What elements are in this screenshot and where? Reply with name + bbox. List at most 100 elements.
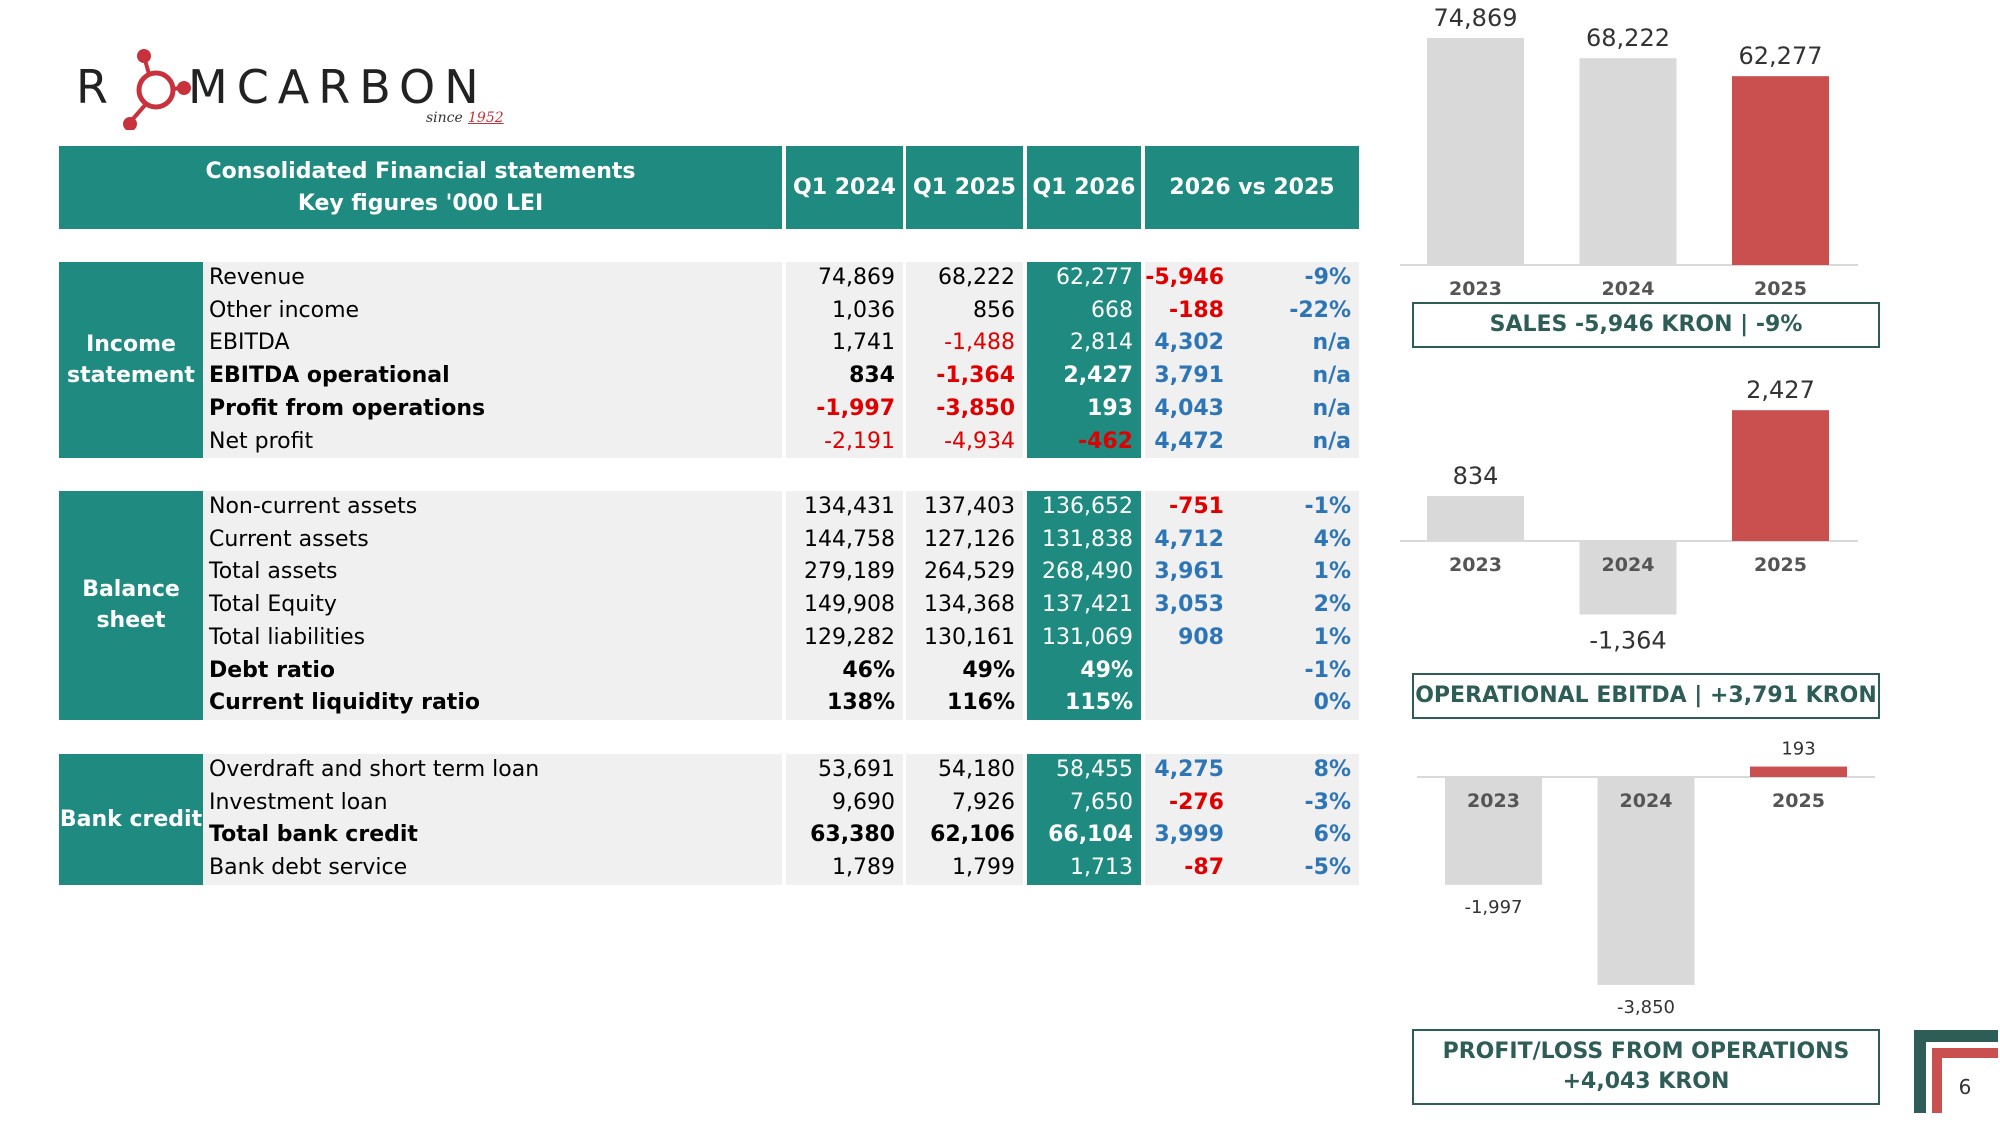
row-label: Overdraft and short term loan: [209, 757, 540, 782]
bar: [1732, 410, 1829, 541]
bar: [1732, 76, 1829, 266]
value-label: -1,364: [1589, 627, 1666, 655]
value-cell: 4,275: [1154, 757, 1224, 782]
row-label: Current assets: [209, 526, 369, 552]
row-label: Net profit: [209, 428, 314, 454]
value-cell: 4,043: [1154, 395, 1224, 421]
value-cell: -4,934: [944, 428, 1015, 454]
value-cell: 149,908: [804, 592, 895, 618]
logo-right: MCARBON: [188, 60, 488, 114]
value-cell: -1,364: [936, 363, 1015, 389]
caption-line: SALES -5,946 KRON | -9%: [1489, 312, 1803, 337]
value-cell: -751: [1168, 494, 1224, 519]
row-label: Non-current assets: [209, 494, 418, 519]
page-number: 6: [1959, 1075, 1972, 1099]
column-background: [203, 754, 782, 885]
value-cell: 268,490: [1042, 559, 1133, 585]
value-cell: 138%: [827, 690, 895, 716]
value-cell: 49%: [962, 657, 1015, 683]
row-label: EBITDA: [209, 330, 290, 356]
value-cell: 4,712: [1154, 526, 1224, 552]
row-label: Bank debt service: [209, 855, 408, 881]
value-cell: -5,946: [1145, 265, 1224, 290]
value-cell: 74,869: [818, 265, 895, 290]
value-cell: 134,431: [804, 494, 895, 519]
value-label: 62,277: [1739, 42, 1823, 70]
value-label: 74,869: [1434, 4, 1518, 32]
row-label: Total liabilities: [209, 624, 366, 650]
column-background: [906, 262, 1023, 459]
value-label: -1,997: [1464, 897, 1522, 918]
category-label: 2025: [1754, 554, 1807, 576]
category-label: 2023: [1449, 278, 1502, 300]
column-background: [203, 491, 782, 720]
row-label: Profit from operations: [209, 395, 486, 421]
value-cell: 62,106: [930, 822, 1015, 848]
header-title: Consolidated Financial statements: [205, 158, 636, 184]
category-label: 2025: [1772, 790, 1825, 812]
logo-icon: [123, 49, 191, 130]
value-cell: 908: [1178, 624, 1224, 650]
section-label: Bank credit: [59, 754, 203, 885]
value-cell: 49%: [1080, 657, 1133, 683]
column-background: [786, 754, 903, 885]
column-background: [786, 491, 903, 720]
column-background: [906, 754, 1023, 885]
value-cell: 7,650: [1070, 789, 1133, 815]
value-label: -3,850: [1617, 997, 1675, 1018]
value-cell: n/a: [1312, 428, 1351, 454]
value-cell: -87: [1184, 855, 1224, 881]
value-cell: -9%: [1304, 265, 1351, 290]
value-cell: 136,652: [1042, 494, 1133, 519]
value-cell: 131,838: [1042, 526, 1133, 552]
column-background: [1027, 262, 1141, 459]
caption-line: PROFIT/LOSS FROM OPERATIONS: [1442, 1039, 1850, 1064]
value-cell: -22%: [1289, 297, 1351, 323]
value-label: 834: [1453, 462, 1499, 490]
value-cell: 62,277: [1056, 265, 1133, 290]
value-cell: -2,191: [824, 428, 895, 454]
value-cell: 53,691: [818, 757, 895, 782]
caption-line: OPERATIONAL EBITDA | +3,791 KRON: [1415, 683, 1877, 708]
value-cell: -188: [1168, 297, 1224, 323]
value-cell: 137,421: [1042, 592, 1133, 618]
value-cell: 1,741: [832, 330, 895, 356]
value-cell: 7,926: [952, 789, 1015, 815]
value-cell: -1,488: [944, 330, 1015, 356]
logo-left: R: [76, 60, 116, 114]
category-label: 2025: [1754, 278, 1807, 300]
column-background: [1145, 262, 1359, 459]
category-label: 2024: [1602, 278, 1655, 300]
column-background: [1027, 491, 1141, 720]
bar: [1427, 496, 1524, 541]
value-cell: 2,814: [1070, 330, 1133, 356]
value-cell: 129,282: [804, 624, 895, 650]
header-title: Key figures '000 LEI: [297, 190, 544, 216]
column-background: [203, 262, 782, 459]
value-cell: 1%: [1313, 559, 1351, 585]
row-label: Total Equity: [209, 592, 337, 618]
header-cell: 2026 vs 2025: [1145, 146, 1359, 229]
column-background: [786, 262, 903, 459]
value-cell: 2%: [1313, 592, 1351, 618]
value-cell: 137,403: [924, 494, 1015, 519]
value-cell: n/a: [1312, 363, 1351, 389]
category-label: 2023: [1467, 790, 1520, 812]
column-background: [1027, 754, 1141, 885]
chart-caption: PROFIT/LOSS FROM OPERATIONS +4,043 KRON: [1412, 1029, 1880, 1105]
row-label: Total bank credit: [209, 822, 418, 848]
row-label: Other income: [209, 297, 360, 323]
value-cell: 4,302: [1154, 330, 1224, 356]
value-cell: 131,069: [1042, 624, 1133, 650]
header-cell: Consolidated Financial statements Key fig…: [59, 146, 782, 229]
row-label: Investment loan: [209, 789, 388, 815]
value-cell: 834: [849, 363, 895, 389]
value-cell: -276: [1168, 789, 1224, 815]
value-label: 2,427: [1746, 376, 1815, 404]
value-cell: 63,380: [810, 822, 895, 848]
logo-since: since: [426, 110, 463, 126]
value-cell: 68,222: [938, 265, 1015, 290]
value-cell: 115%: [1065, 690, 1133, 716]
